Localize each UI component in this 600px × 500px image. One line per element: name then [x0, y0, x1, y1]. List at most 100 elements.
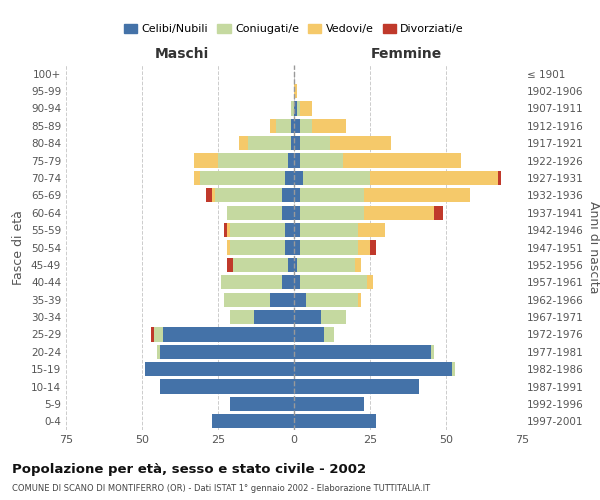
Bar: [206, 188, 212, 202]
Bar: [358, 223, 385, 237]
Bar: [300, 102, 312, 116]
Text: COMUNE DI SCANO DI MONTIFERRO (OR) - Dati ISTAT 1° gennaio 2002 - Elaborazione T: COMUNE DI SCANO DI MONTIFERRO (OR) - Dat…: [12, 484, 430, 493]
Bar: [285, 171, 294, 185]
Bar: [291, 136, 294, 150]
Bar: [239, 136, 248, 150]
Bar: [294, 362, 452, 376]
Bar: [227, 206, 282, 220]
Bar: [300, 275, 367, 289]
Bar: [291, 102, 294, 116]
Bar: [294, 84, 297, 98]
Bar: [294, 380, 419, 394]
Bar: [288, 154, 294, 168]
Bar: [200, 171, 285, 185]
Bar: [282, 206, 294, 220]
Bar: [294, 171, 303, 185]
Bar: [269, 118, 276, 133]
Bar: [300, 206, 364, 220]
Bar: [294, 136, 300, 150]
Bar: [291, 118, 294, 133]
Bar: [230, 397, 294, 411]
Bar: [285, 223, 294, 237]
Bar: [276, 118, 291, 133]
Bar: [160, 380, 294, 394]
Bar: [282, 275, 294, 289]
Bar: [370, 171, 497, 185]
Bar: [230, 223, 285, 237]
Bar: [303, 171, 370, 185]
Bar: [221, 275, 282, 289]
Bar: [300, 240, 358, 254]
Bar: [358, 240, 370, 254]
Bar: [154, 328, 163, 342]
Bar: [434, 206, 443, 220]
Bar: [300, 136, 331, 150]
Bar: [294, 344, 431, 359]
Bar: [364, 206, 434, 220]
Bar: [230, 310, 254, 324]
Bar: [160, 344, 294, 359]
Y-axis label: Anni di nascita: Anni di nascita: [587, 201, 600, 294]
Bar: [452, 362, 455, 376]
Bar: [294, 258, 297, 272]
Bar: [300, 188, 364, 202]
Bar: [227, 223, 230, 237]
Bar: [497, 171, 501, 185]
Bar: [300, 118, 312, 133]
Bar: [157, 344, 160, 359]
Bar: [312, 118, 346, 133]
Bar: [325, 328, 334, 342]
Bar: [294, 223, 300, 237]
Bar: [233, 258, 288, 272]
Bar: [163, 328, 294, 342]
Bar: [194, 154, 218, 168]
Bar: [431, 344, 434, 359]
Bar: [288, 258, 294, 272]
Bar: [294, 397, 364, 411]
Bar: [294, 414, 376, 428]
Bar: [306, 292, 358, 307]
Bar: [224, 292, 269, 307]
Bar: [355, 258, 361, 272]
Bar: [212, 188, 215, 202]
Bar: [218, 154, 288, 168]
Bar: [294, 275, 300, 289]
Bar: [367, 275, 373, 289]
Bar: [331, 136, 391, 150]
Bar: [227, 240, 230, 254]
Bar: [282, 188, 294, 202]
Bar: [343, 154, 461, 168]
Bar: [297, 102, 300, 116]
Text: Popolazione per età, sesso e stato civile - 2002: Popolazione per età, sesso e stato civil…: [12, 462, 366, 475]
Bar: [364, 188, 470, 202]
Bar: [212, 414, 294, 428]
Text: Femmine: Femmine: [371, 48, 442, 62]
Bar: [300, 223, 358, 237]
Bar: [215, 188, 282, 202]
Bar: [194, 171, 200, 185]
Bar: [294, 206, 300, 220]
Bar: [294, 188, 300, 202]
Bar: [370, 240, 376, 254]
Bar: [294, 154, 300, 168]
Bar: [358, 292, 361, 307]
Bar: [300, 154, 343, 168]
Bar: [151, 328, 154, 342]
Bar: [297, 258, 355, 272]
Bar: [285, 240, 294, 254]
Bar: [322, 310, 346, 324]
Bar: [294, 118, 300, 133]
Bar: [294, 310, 322, 324]
Bar: [248, 136, 291, 150]
Bar: [145, 362, 294, 376]
Bar: [294, 292, 306, 307]
Bar: [230, 240, 285, 254]
Bar: [294, 102, 297, 116]
Bar: [227, 258, 233, 272]
Y-axis label: Fasce di età: Fasce di età: [13, 210, 25, 285]
Bar: [254, 310, 294, 324]
Bar: [294, 328, 325, 342]
Bar: [224, 223, 227, 237]
Bar: [294, 240, 300, 254]
Bar: [269, 292, 294, 307]
